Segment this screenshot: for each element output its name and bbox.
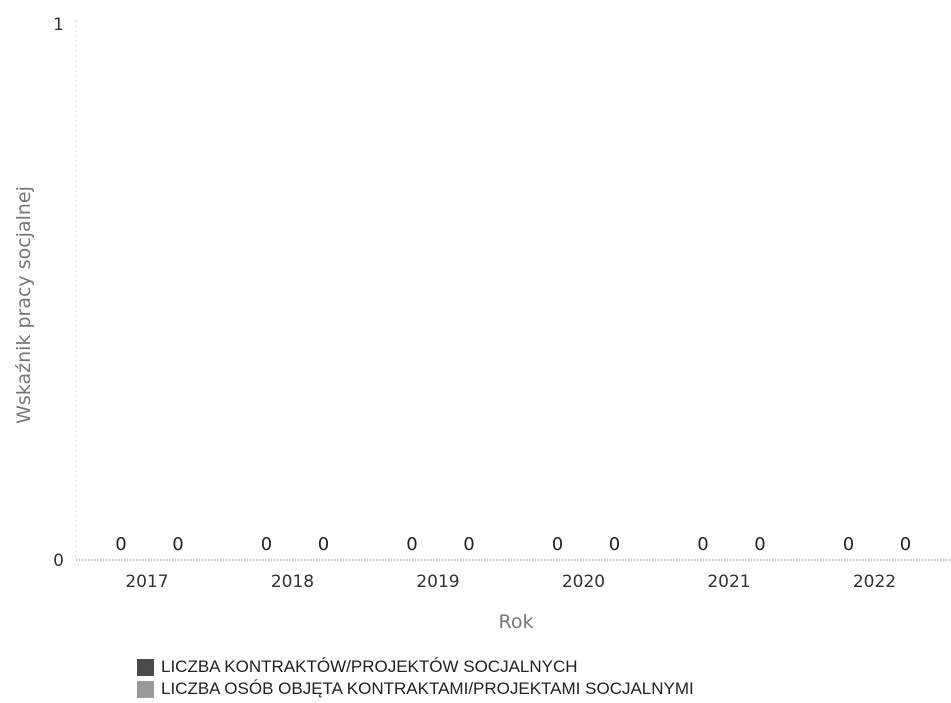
data-label: 0 xyxy=(843,534,854,555)
data-label: 0 xyxy=(900,534,911,555)
data-label: 0 xyxy=(463,534,474,555)
x-ticks: 2017 2018 2019 2020 2021 2022 xyxy=(125,572,896,592)
legend-item-contracts: LICZBA KONTRAKTÓW/PROJEKTÓW SOCJALNYCH xyxy=(137,656,694,678)
data-label: 0 xyxy=(406,534,417,555)
x-tick-label: 2017 xyxy=(125,572,168,592)
legend-label-contracts: LICZBA KONTRAKTÓW/PROJEKTÓW SOCJALNYCH xyxy=(161,657,578,676)
x-tick-label: 2022 xyxy=(853,572,896,592)
data-label: 0 xyxy=(172,534,183,555)
data-labels: 0 0 0 0 0 0 0 0 0 0 0 0 xyxy=(115,534,911,555)
x-tick-label: 2019 xyxy=(416,572,459,592)
data-label: 0 xyxy=(552,534,563,555)
data-label: 0 xyxy=(318,534,329,555)
data-label: 0 xyxy=(261,534,272,555)
x-tick-label: 2018 xyxy=(271,572,314,592)
data-label: 0 xyxy=(115,534,126,555)
legend-swatch-contracts xyxy=(137,658,154,676)
data-label: 0 xyxy=(609,534,620,555)
y-tick-label: 1 xyxy=(53,15,64,35)
y-ticks: 01 xyxy=(53,15,64,571)
data-label: 0 xyxy=(754,534,765,555)
y-axis-title: Wskaźnik pracy socjalnej xyxy=(13,186,35,424)
legend-label-persons: LICZBA OSÓB OBJĘTA KONTRAKTAMI/PROJEKTAM… xyxy=(161,679,694,698)
data-label: 0 xyxy=(697,534,708,555)
x-axis-title: Rok xyxy=(499,611,534,633)
y-tick-label: 0 xyxy=(53,551,64,571)
x-tick-label: 2021 xyxy=(707,572,750,592)
legend: LICZBA KONTRAKTÓW/PROJEKTÓW SOCJALNYCH L… xyxy=(137,656,694,700)
legend-item-persons: LICZBA OSÓB OBJĘTA KONTRAKTAMI/PROJEKTAM… xyxy=(137,678,694,700)
x-tick-label: 2020 xyxy=(562,572,605,592)
legend-swatch-persons xyxy=(137,680,154,698)
